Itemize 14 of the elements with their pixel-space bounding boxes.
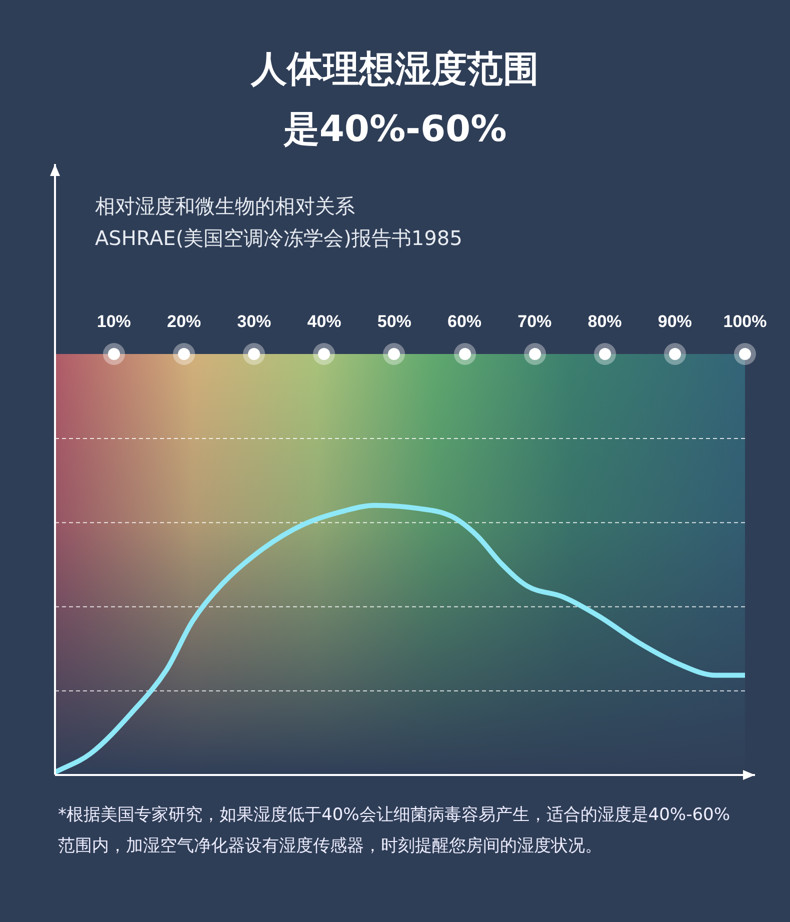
chart-title: 人体理想湿度范围是40%-60%: [250, 48, 540, 152]
x-tick-label: 60%: [447, 312, 482, 331]
chart-subtitle: 相对湿度和微生物的相对关系: [95, 193, 356, 220]
text: ASHRAE(美国空调冷冻学会)报告书1985: [95, 225, 462, 252]
x-tick-label: 10%: [96, 312, 131, 331]
x-tick-label: 90%: [658, 312, 692, 331]
x-tick-label: 50%: [377, 312, 412, 331]
x-tick-label: 100%: [723, 312, 767, 331]
x-tick-label: 30%: [237, 312, 272, 331]
x-tick-label: 80%: [588, 312, 622, 331]
x-tick-label: 40%: [307, 312, 342, 331]
x-tick-label: 70%: [518, 312, 552, 331]
text: *根据美国专家研究，如果湿度低于40%会让细菌病毒容易产生，适合的湿度是40%-60%范围内，加湿空气净化器设有湿度传感器，时刻提醒您房间的湿度状况。: [58, 804, 731, 858]
x-tick-label: 20%: [167, 312, 202, 331]
